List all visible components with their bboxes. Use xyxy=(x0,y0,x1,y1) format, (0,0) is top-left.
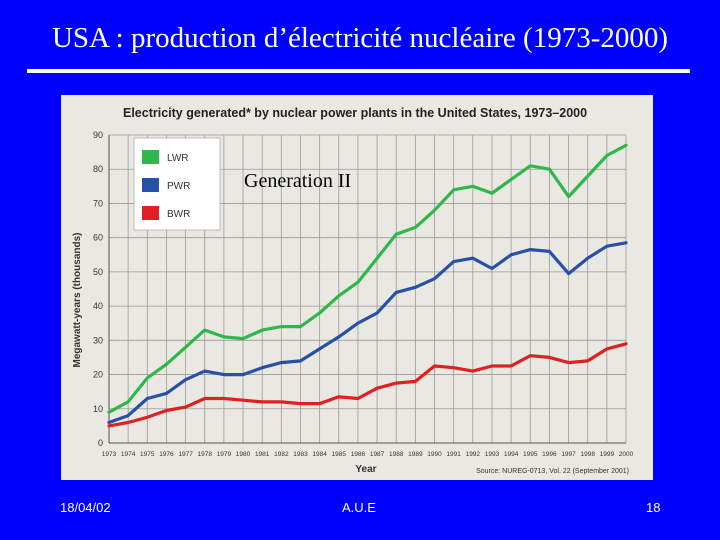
x-tick-label: 1995 xyxy=(523,451,538,458)
x-tick-label: 1996 xyxy=(542,451,557,458)
generation-ii-label: Generation II xyxy=(244,170,352,192)
y-tick-label: 80 xyxy=(93,164,103,174)
x-tick-label: 1993 xyxy=(485,451,500,458)
x-tick-label: 1976 xyxy=(159,451,174,458)
footer-organization: A.U.E xyxy=(342,500,376,515)
x-tick-label: 1974 xyxy=(121,451,136,458)
x-tick-label: 1991 xyxy=(446,451,461,458)
legend-label-lwr: LWR xyxy=(167,153,188,164)
y-tick-label: 20 xyxy=(93,370,103,380)
series-line-pwr xyxy=(107,241,628,425)
source-note: Source: NUREG-0713, Vol. 22 (September 2… xyxy=(476,468,629,475)
x-tick-label: 1973 xyxy=(102,451,117,458)
nuclear-electricity-chart: Electricity generated* by nuclear power … xyxy=(72,106,634,475)
x-tick-label: 1994 xyxy=(504,451,519,458)
series-lines xyxy=(107,143,628,428)
x-tick-label: 1988 xyxy=(389,451,404,458)
x-tick-label: 1984 xyxy=(312,451,327,458)
x-axis-label: Year xyxy=(355,464,376,475)
x-tick-label: 1983 xyxy=(293,451,308,458)
title-divider xyxy=(27,69,690,73)
footer-page-number: 18 xyxy=(646,500,661,515)
y-tick-label: 50 xyxy=(93,267,103,277)
chart-legend: LWR PWR BWR xyxy=(133,137,221,231)
x-tick-label: 1981 xyxy=(255,451,270,458)
x-tick-label: 1982 xyxy=(274,451,289,458)
x-tick-label: 1998 xyxy=(580,451,595,458)
footer-date: 18/04/02 xyxy=(60,500,111,515)
x-tick-label: 1989 xyxy=(408,451,423,458)
y-tick-label: 30 xyxy=(93,335,103,345)
legend-swatch-bwr xyxy=(142,206,159,220)
y-tick-label: 70 xyxy=(93,198,103,208)
y-tick-label: 60 xyxy=(93,233,103,243)
x-tick-label: 1985 xyxy=(332,451,347,458)
x-tick-label: 1975 xyxy=(140,451,155,458)
x-tick-label: 1978 xyxy=(198,451,213,458)
x-tick-label: 1997 xyxy=(561,451,576,458)
y-axis-ticks: 0 10 20 30 40 50 60 70 80 90 xyxy=(93,130,103,448)
x-tick-label: 1986 xyxy=(351,451,366,458)
slide-title: USA : production d’électricité nucléaire… xyxy=(51,22,669,54)
x-axis-ticks: 1973 1974 1975 1976 1977 1978 1979 1980 1981 1982… xyxy=(102,451,634,458)
x-tick-label: 1990 xyxy=(427,451,442,458)
legend-label-bwr: BWR xyxy=(167,209,190,220)
y-tick-label: 90 xyxy=(93,130,103,140)
x-tick-label: 1980 xyxy=(236,451,251,458)
x-tick-label: 1999 xyxy=(600,451,615,458)
legend-swatch-lwr xyxy=(142,150,159,164)
x-tick-label: 1987 xyxy=(370,451,385,458)
x-tick-label: 1979 xyxy=(217,451,232,458)
x-tick-label: 2000 xyxy=(619,451,634,458)
chart-title: Electricity generated* by nuclear power … xyxy=(123,106,587,120)
y-tick-label: 40 xyxy=(93,301,103,311)
legend-label-pwr: PWR xyxy=(167,181,190,192)
x-tick-label: 1977 xyxy=(178,451,193,458)
series-line-bwr xyxy=(107,342,628,428)
legend-swatch-pwr xyxy=(142,178,159,192)
series-line-lwr xyxy=(107,143,628,414)
chart-panel: Electricity generated* by nuclear power … xyxy=(61,95,653,480)
y-axis-label: Megawatt-years (thousands) xyxy=(72,232,83,367)
x-tick-label: 1992 xyxy=(466,451,481,458)
y-tick-label: 10 xyxy=(93,404,103,414)
y-tick-label: 0 xyxy=(98,438,103,448)
